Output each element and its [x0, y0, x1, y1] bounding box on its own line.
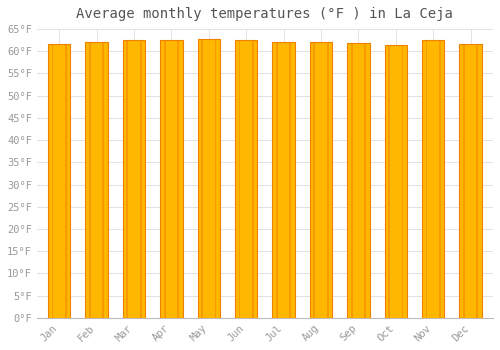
Bar [426, 40, 428, 318]
Bar [347, 43, 370, 318]
Title: Average monthly temperatures (°F ) in La Ceja: Average monthly temperatures (°F ) in La… [76, 7, 454, 21]
Bar [314, 42, 315, 318]
Bar [439, 40, 441, 318]
Bar [86, 42, 108, 318]
Bar [164, 40, 166, 318]
Bar [65, 44, 67, 318]
Bar [272, 42, 295, 318]
Bar [252, 40, 254, 318]
Bar [52, 44, 54, 318]
Bar [48, 44, 70, 318]
Bar [476, 44, 478, 318]
Bar [290, 42, 292, 318]
Bar [126, 40, 128, 318]
Bar [364, 43, 366, 318]
Bar [198, 39, 220, 318]
Bar [463, 44, 465, 318]
Bar [235, 40, 258, 318]
Bar [384, 44, 407, 318]
Bar [460, 44, 482, 318]
Bar [214, 39, 216, 318]
Bar [123, 40, 146, 318]
Bar [351, 43, 352, 318]
Bar [102, 42, 104, 318]
Bar [327, 42, 328, 318]
Bar [140, 40, 141, 318]
Bar [178, 40, 179, 318]
Bar [238, 40, 240, 318]
Bar [402, 44, 404, 318]
Bar [276, 42, 278, 318]
Bar [422, 40, 444, 318]
Bar [160, 40, 182, 318]
Bar [201, 39, 203, 318]
Bar [310, 42, 332, 318]
Bar [89, 42, 91, 318]
Bar [388, 44, 390, 318]
